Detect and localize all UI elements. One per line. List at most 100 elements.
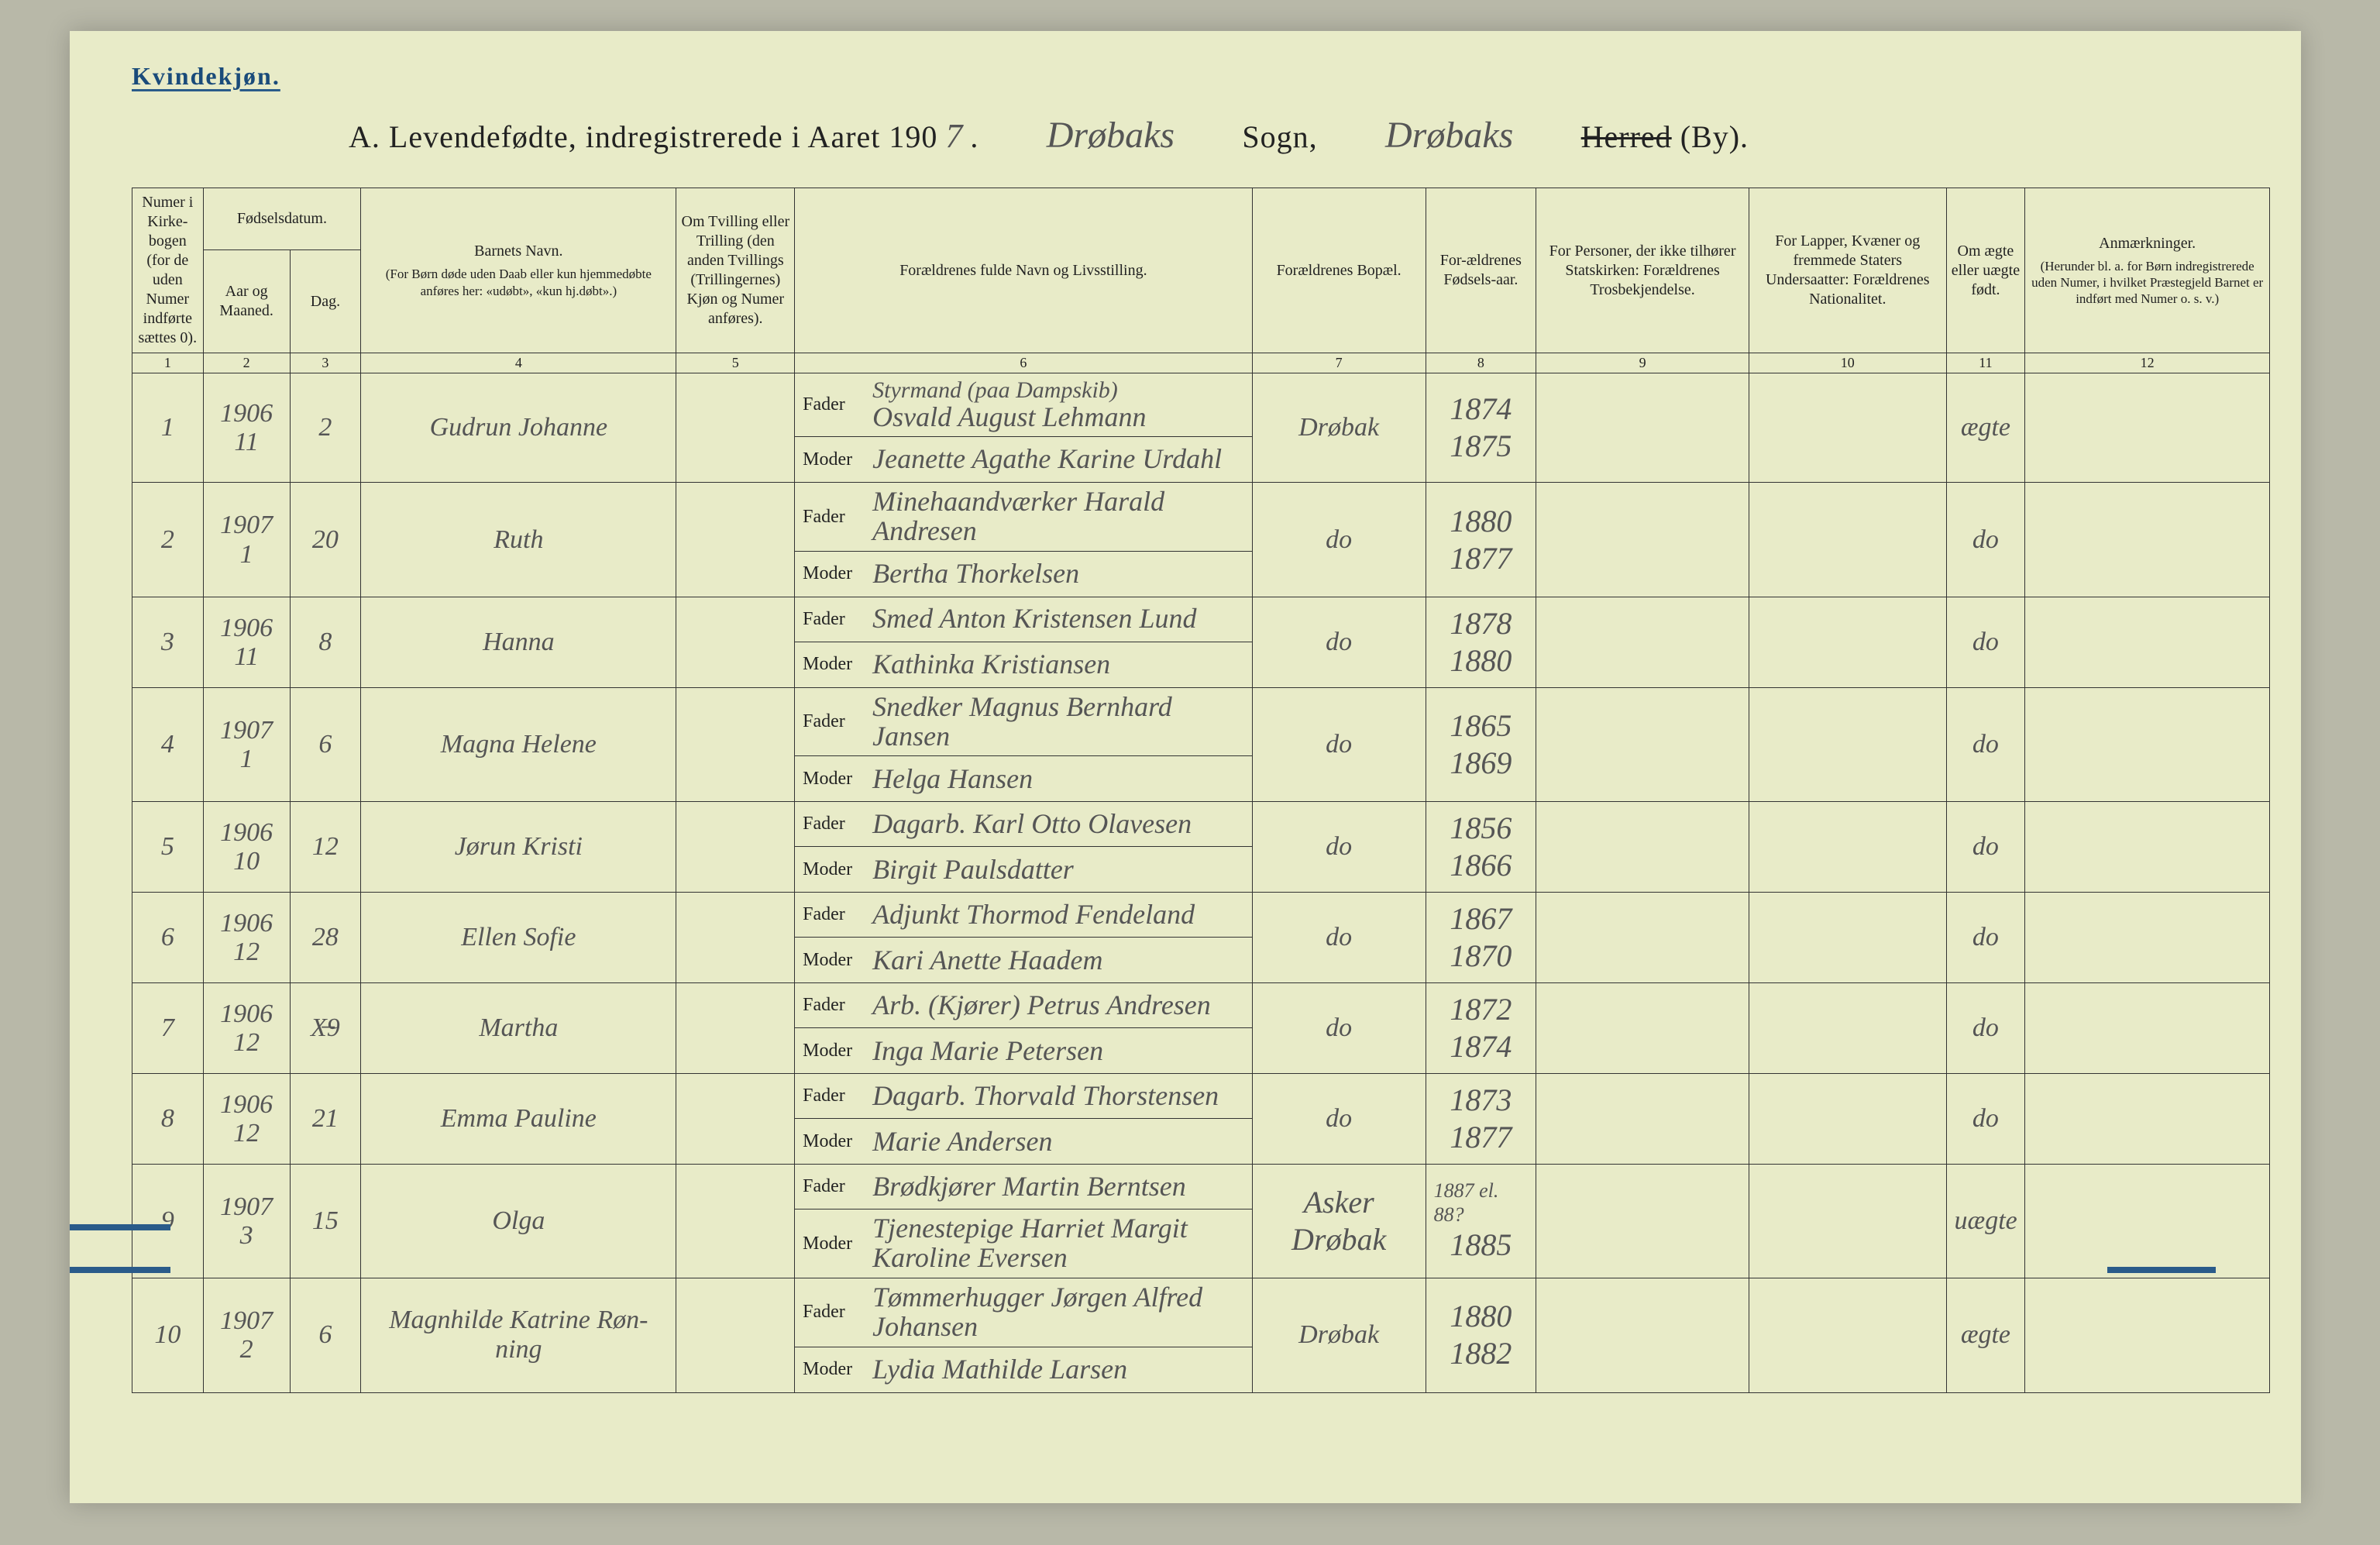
col-num: 5 [676, 353, 795, 373]
mother-label: Moder [803, 1041, 872, 1062]
twin-cell [676, 983, 795, 1074]
row-number: 9 [132, 1165, 204, 1278]
mother-name: Lydia Mathilde Larsen [872, 1355, 1243, 1385]
parent-birth-years: 18781880 [1426, 597, 1536, 687]
mother-label: Moder [803, 1234, 872, 1254]
birth-day: X̶9 [290, 983, 361, 1074]
parents-cell: FaderSmed Anton Kristensen LundModerKath… [795, 597, 1252, 687]
child-name: Ellen Sofie [361, 893, 676, 983]
birth-year-month: 19073 [203, 1165, 290, 1278]
residence: do [1252, 893, 1426, 983]
mother-label: Moder [803, 859, 872, 880]
residence: Drøbak [1252, 1278, 1426, 1393]
row-number: 8 [132, 1074, 204, 1165]
birth-year-month: 190612 [203, 1074, 290, 1165]
parent-birth-years: 18801877 [1426, 483, 1536, 597]
col-num: 4 [361, 353, 676, 373]
parent-birth-years: 1887 el. 88?1885 [1426, 1165, 1536, 1278]
col-header: Anmærkninger. (Herunder bl. a. for Børn … [2025, 188, 2270, 353]
twin-cell [676, 893, 795, 983]
mother-label: Moder [803, 1131, 872, 1152]
table-body: 11906112Gudrun JohanneFaderStyrmand (paa… [132, 373, 2270, 1393]
legitimacy: do [1946, 802, 2025, 893]
father-label: Fader [803, 995, 872, 1016]
child-name: Jørun Kristi [361, 802, 676, 893]
legitimacy: do [1946, 597, 2025, 687]
residence: do [1252, 687, 1426, 802]
col-num: 8 [1426, 353, 1536, 373]
birth-day: 12 [290, 802, 361, 893]
parents-cell: FaderArb. (Kjører) Petrus AndresenModerI… [795, 983, 1252, 1074]
herred-label: Herred (By). [1581, 119, 1749, 155]
mother-name: Jeanette Agathe Karine Urdahl [872, 445, 1243, 474]
faith-cell [1536, 802, 1749, 893]
faith-cell [1536, 597, 1749, 687]
mother-label: Moder [803, 950, 872, 971]
table-row: 21907120RuthFaderMinehaandværker Harald … [132, 483, 2270, 597]
remarks-cell [2025, 597, 2270, 687]
nationality-cell [1749, 1278, 1947, 1393]
twin-cell [676, 802, 795, 893]
birth-day: 2 [290, 373, 361, 483]
remarks-cell [2025, 1278, 2270, 1393]
herred-strike: Herred [1581, 119, 1672, 154]
father-name: Brødkjører Martin Berntsen [872, 1172, 1243, 1202]
nationality-cell [1749, 983, 1947, 1074]
remarks-cell [2025, 1074, 2270, 1165]
nationality-cell [1749, 893, 1947, 983]
twin-cell [676, 597, 795, 687]
remarks-cell [2025, 483, 2270, 597]
twin-cell [676, 687, 795, 802]
blue-mark-icon [70, 1224, 170, 1230]
faith-cell [1536, 1074, 1749, 1165]
legitimacy: do [1946, 687, 2025, 802]
child-name: Magnhilde Katrine Røn-ning [361, 1278, 676, 1393]
col-num: 11 [1946, 353, 2025, 373]
table-row: 4190716Magna HeleneFaderSnedker Magnus B… [132, 687, 2270, 802]
mother-label: Moder [803, 563, 872, 584]
parent-birth-years: 18741875 [1426, 373, 1536, 483]
col-header: For Personer, der ikke tilhører Statskir… [1536, 188, 1749, 353]
child-name: Emma Pauline [361, 1074, 676, 1165]
col-header: Forældrenes Bopæl. [1252, 188, 1426, 353]
father-name: Dagarb. Thorvald Thorstensen [872, 1082, 1243, 1111]
sogn-name: Drøbaks [1009, 114, 1211, 157]
legitimacy: do [1946, 1074, 2025, 1165]
faith-cell [1536, 983, 1749, 1074]
birth-day: 20 [290, 483, 361, 597]
father-label: Fader [803, 814, 872, 834]
row-number: 4 [132, 687, 204, 802]
col-header: Om ægte eller uægte født. [1946, 188, 2025, 353]
nationality-cell [1749, 483, 1947, 597]
birth-year-month: 19072 [203, 1278, 290, 1393]
col-num: 10 [1749, 353, 1947, 373]
mother-name: Tjenestepige Harriet Margit Karoline Eve… [872, 1214, 1243, 1273]
faith-cell [1536, 373, 1749, 483]
parent-birth-years: 18721874 [1426, 983, 1536, 1074]
twin-cell [676, 1278, 795, 1393]
birth-year-month: 19071 [203, 483, 290, 597]
parents-cell: FaderSnedker Magnus Bernhard JansenModer… [795, 687, 1252, 802]
col-header-top: Anmærkninger. [2030, 234, 2265, 253]
parent-birth-years: 18561866 [1426, 802, 1536, 893]
child-name: Martha [361, 983, 676, 1074]
twin-cell [676, 1074, 795, 1165]
col-header-sub: (For Børn døde uden Daab eller kun hjemm… [366, 266, 671, 299]
birth-day: 15 [290, 1165, 361, 1278]
col-number-row: 1 2 3 4 5 6 7 8 9 10 11 12 [132, 353, 2270, 373]
col-subheader: Dag. [290, 250, 361, 353]
parents-cell: FaderMinehaandværker Harald AndresenMode… [795, 483, 1252, 597]
father-label: Fader [803, 1086, 872, 1106]
legitimacy: do [1946, 983, 2025, 1074]
birth-year-month: 190611 [203, 597, 290, 687]
row-number: 10 [132, 1278, 204, 1393]
residence: AskerDrøbak [1252, 1165, 1426, 1278]
col-num: 9 [1536, 353, 1749, 373]
table-row: 10190726Magnhilde Katrine Røn-ningFaderT… [132, 1278, 2270, 1393]
birth-day: 8 [290, 597, 361, 687]
table-row: 91907315OlgaFaderBrødkjører Martin Bernt… [132, 1165, 2270, 1278]
col-num: 12 [2025, 353, 2270, 373]
mother-name: Marie Andersen [872, 1127, 1243, 1157]
col-header: Fødselsdatum. [203, 188, 361, 250]
col-subheader: Aar og Maaned. [203, 250, 290, 353]
